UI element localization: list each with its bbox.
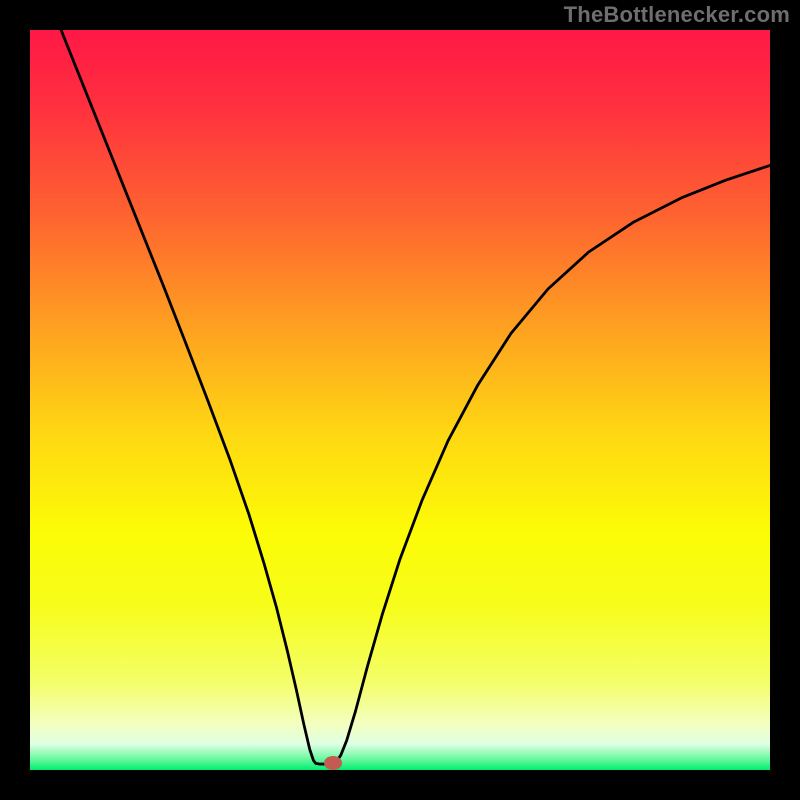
plot-background: [30, 30, 770, 770]
minimum-marker: [324, 756, 342, 770]
chart-container: { "watermark": { "text": "TheBottlenecke…: [0, 0, 800, 800]
chart-svg: [0, 0, 800, 800]
watermark-text: TheBottlenecker.com: [564, 2, 790, 28]
